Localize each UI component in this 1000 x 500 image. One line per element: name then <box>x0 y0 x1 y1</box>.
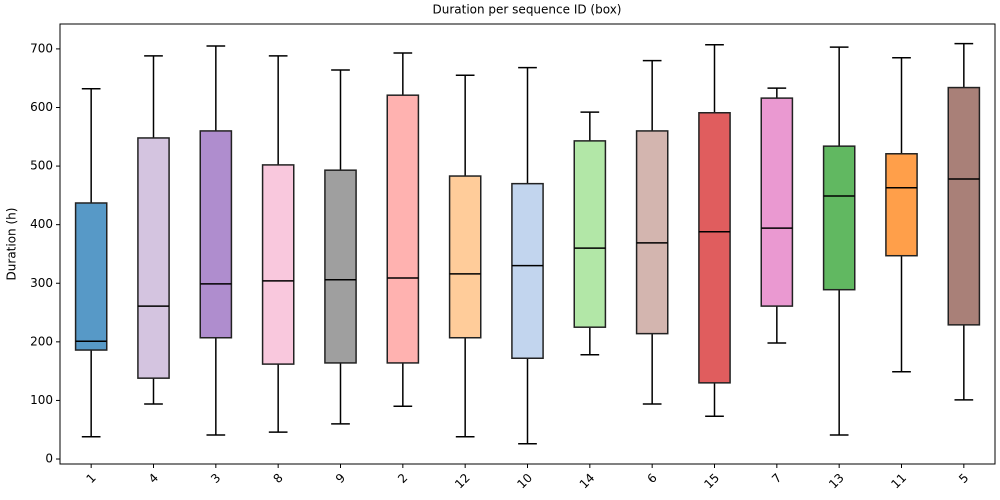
x-tick-label: 7 <box>769 471 784 486</box>
x-tick-label: 11 <box>888 471 909 492</box>
box <box>573 140 607 328</box>
x-tick-label: 4 <box>146 471 161 486</box>
box <box>137 137 170 379</box>
y-tick-label: 400 <box>30 217 53 231</box>
y-tick-label: 200 <box>30 334 53 348</box>
box <box>199 130 233 339</box>
x-tick-label: 1 <box>83 471 98 486</box>
box <box>822 145 856 291</box>
box <box>386 94 420 364</box>
box <box>324 169 357 364</box>
x-tick-label: 3 <box>208 471 223 486</box>
box <box>635 130 669 335</box>
y-tick-label: 100 <box>30 393 53 407</box>
box <box>448 175 482 339</box>
box <box>885 153 918 257</box>
y-tick-label: 600 <box>30 100 53 114</box>
x-tick-label: 2 <box>395 471 410 486</box>
box <box>698 112 731 384</box>
x-tick-label: 10 <box>514 471 535 492</box>
x-tick-label: 8 <box>270 471 285 486</box>
box <box>261 164 295 365</box>
box <box>760 97 794 307</box>
x-tick-label: 12 <box>452 471 473 492</box>
y-tick-label: 500 <box>30 159 53 173</box>
box <box>74 202 108 351</box>
x-tick-label: 15 <box>701 471 722 492</box>
chart-title: Duration per sequence ID (box) <box>433 3 622 17</box>
x-tick-label: 6 <box>644 471 659 486</box>
box <box>511 182 544 359</box>
y-axis-label: Duration (h) <box>5 208 19 281</box>
x-tick-label: 5 <box>956 471 971 486</box>
y-tick-label: 0 <box>45 452 53 466</box>
box <box>947 86 981 326</box>
x-tick-label: 9 <box>333 471 348 486</box>
y-tick-label: 700 <box>30 41 53 55</box>
x-tick-label: 13 <box>826 471 847 492</box>
x-tick-label: 14 <box>577 471 598 492</box>
y-tick-label: 300 <box>30 276 53 290</box>
